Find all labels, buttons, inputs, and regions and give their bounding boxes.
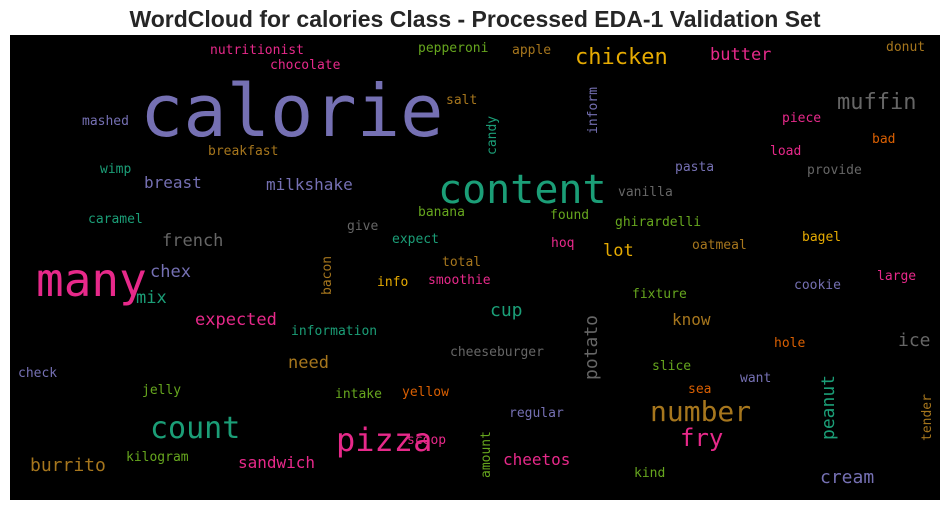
word-kind: kind [634, 466, 666, 481]
word-caramel: caramel [88, 212, 143, 227]
word-fixture: fixture [632, 287, 687, 302]
word-number: number [650, 395, 752, 428]
word-info: info [377, 275, 409, 290]
word-banana: banana [418, 205, 465, 220]
word-smoothie: smoothie [428, 273, 491, 288]
word-yellow: yellow [402, 385, 449, 400]
word-content: content [438, 167, 607, 213]
word-burrito: burrito [30, 455, 106, 476]
word-muffin: muffin [837, 90, 917, 115]
word-know: know [672, 310, 711, 329]
word-provide: provide [807, 163, 862, 178]
word-cookie: cookie [794, 278, 841, 293]
word-total: total [442, 255, 482, 270]
word-mix: mix [136, 288, 167, 308]
word-lot: lot [603, 241, 634, 261]
word-breakfast: breakfast [208, 144, 279, 159]
word-expect: expect [392, 232, 439, 247]
word-inform: inform [586, 87, 601, 134]
word-butter: butter [710, 45, 772, 65]
chart-title: WordCloud for calories Class - Processed… [129, 6, 821, 32]
word-large: large [877, 269, 917, 284]
word-expected: expected [195, 310, 277, 330]
word-candy: candy [485, 115, 500, 155]
word-mashed: mashed [82, 114, 129, 129]
word-load: load [770, 144, 802, 159]
word-regular: regular [509, 406, 564, 421]
word-check: check [18, 366, 58, 381]
word-fry: fry [680, 424, 724, 452]
word-salt: salt [446, 93, 478, 108]
word-bad: bad [872, 132, 896, 147]
word-tender: tender [920, 394, 935, 441]
word-chocolate: chocolate [270, 58, 341, 73]
word-cream: cream [820, 467, 875, 488]
word-pizza: pizza [336, 421, 433, 459]
word-vanilla: vanilla [618, 185, 673, 200]
word-wimp: wimp [100, 162, 132, 177]
wordcloud-canvas: calorie content many pizza number count muffin… [10, 35, 940, 500]
word-ghirardelli: ghirardelli [615, 215, 702, 230]
word-hoq: hoq [551, 236, 575, 251]
word-count: count [150, 411, 241, 446]
word-chicken: chicken [575, 45, 668, 70]
word-donut: donut [886, 40, 926, 55]
word-intake: intake [335, 387, 382, 402]
word-information: information [291, 324, 378, 339]
word-cheetos: cheetos [503, 450, 571, 469]
word-scoop: scoop [407, 433, 447, 448]
word-pepperoni: pepperoni [418, 41, 489, 56]
word-ice: ice [898, 330, 931, 351]
word-bacon: bacon [320, 255, 335, 295]
word-amount: amount [479, 431, 494, 478]
word-kilogram: kilogram [126, 450, 189, 465]
word-oatmeal: oatmeal [692, 238, 747, 253]
word-sea: sea [688, 382, 712, 397]
word-jelly: jelly [142, 383, 182, 398]
word-potato: potato [581, 314, 602, 380]
word-give: give [347, 219, 379, 234]
word-hole: hole [774, 336, 806, 351]
word-calorie: calorie [140, 69, 444, 153]
word-want: want [740, 371, 772, 386]
word-peanut: peanut [818, 374, 839, 440]
word-need: need [288, 353, 329, 373]
word-cheeseburger: cheeseburger [450, 345, 544, 360]
word-bagel: bagel [802, 230, 842, 245]
word-french: french [162, 231, 224, 251]
word-apple: apple [512, 43, 552, 58]
word-piece: piece [782, 111, 822, 126]
word-slice: slice [652, 359, 692, 374]
word-found: found [550, 208, 590, 223]
word-pasta: pasta [675, 160, 715, 175]
word-sandwich: sandwich [238, 453, 316, 472]
word-cup: cup [490, 300, 523, 321]
word-breast: breast [144, 173, 202, 192]
word-chex: chex [150, 262, 191, 282]
word-milkshake: milkshake [266, 175, 353, 194]
word-many: many [36, 253, 147, 307]
word-nutritionist: nutritionist [210, 43, 304, 58]
